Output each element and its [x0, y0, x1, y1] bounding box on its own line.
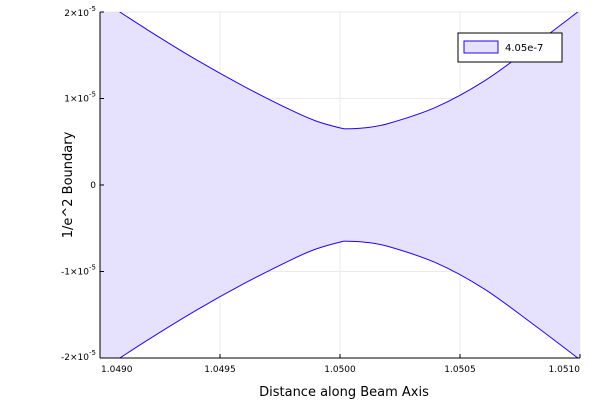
- x-tick-label: 1.0510: [549, 365, 581, 375]
- upper-boundary-line: [118, 12, 579, 130]
- lower-boundary-line: [118, 240, 579, 358]
- y-tick-label: 0: [90, 181, 96, 191]
- y-tick-label: 2×10-5: [64, 5, 96, 19]
- x-tick-label: 1.0490: [101, 365, 133, 375]
- tick-labels: 1.0490 1.0495 1.0500 1.0505 1.0510 2×10-5 1×10…: [61, 5, 580, 375]
- y-axis-label: 1/e^2 Boundary: [61, 131, 76, 238]
- y-tick-label: 1×10-5: [64, 91, 96, 105]
- x-tick-label: 1.0505: [444, 365, 476, 375]
- x-tick-label: 1.0500: [324, 365, 356, 375]
- x-axis-label: Distance along Beam Axis: [259, 385, 429, 400]
- y-tick-label: -2×10-5: [61, 349, 96, 363]
- data-layer: [100, 12, 580, 358]
- boundary-fill-area: [100, 12, 580, 358]
- legend-swatch: [463, 40, 499, 54]
- x-tick-label: 1.0495: [204, 365, 236, 375]
- legend-label: 4.05e-7: [505, 43, 543, 54]
- legend: 4.05e-7: [457, 32, 563, 63]
- axes: [99, 11, 581, 359]
- y-tick-label: -1×10-5: [61, 264, 96, 278]
